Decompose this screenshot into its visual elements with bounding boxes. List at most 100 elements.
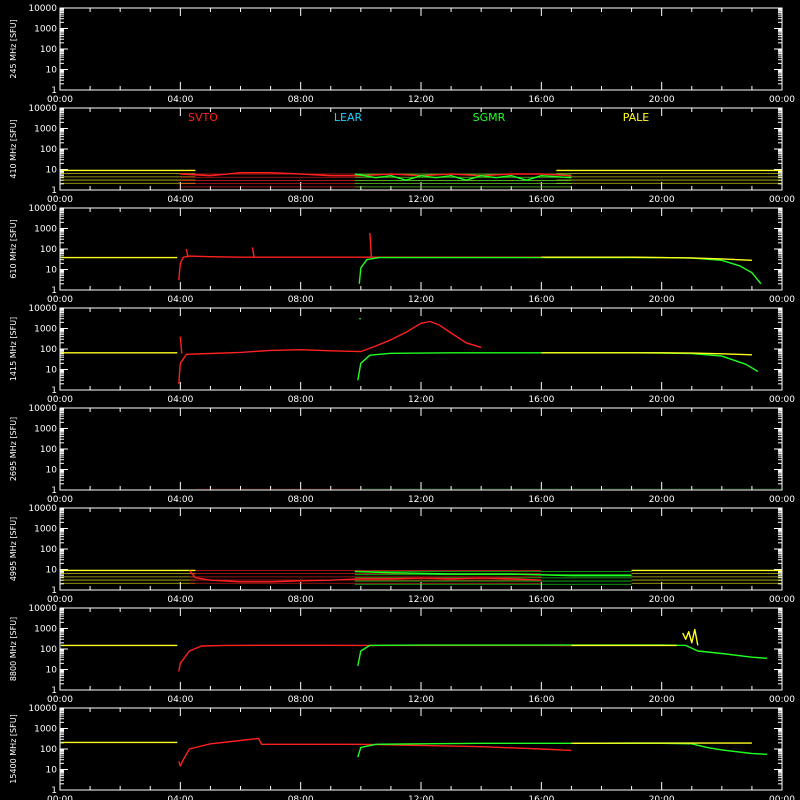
legend-entry-lear: LEAR — [334, 111, 363, 124]
legend-entry-pale: PALE — [623, 111, 650, 124]
x-tick-label: 04:00 — [167, 195, 193, 205]
panel-data — [61, 569, 781, 585]
x-tick-label: 04:00 — [167, 695, 193, 705]
series-line-svto — [178, 255, 572, 281]
x-tick-label: 04:00 — [167, 395, 193, 405]
panel-frame — [59, 607, 783, 691]
panel-7: 10000 1000 100 10 1 15400 MHz [SFU] 00:00 04:00… — [9, 704, 795, 800]
x-tick-label: 12:00 — [408, 695, 434, 705]
series-line-svto — [369, 232, 373, 258]
y-tick-label: 1000 — [34, 625, 57, 635]
x-tick-label: 00:00 — [769, 695, 795, 705]
y-tick-label: 100 — [40, 745, 57, 755]
y-tick-label: 10 — [46, 366, 58, 376]
x-tick-label: 16:00 — [528, 495, 554, 505]
y-tick-label: 1000 — [34, 325, 57, 335]
series-line-svto — [185, 248, 189, 258]
x-tick-label: 00:00 — [769, 595, 795, 605]
x-tick-label: 16:00 — [528, 795, 554, 800]
y-axis-label: 4995 MHz [SFU] — [9, 517, 18, 581]
series-line-pale — [682, 628, 699, 646]
series-line-svto — [188, 569, 542, 583]
y-tick-label: 10000 — [28, 104, 57, 114]
panel-frame — [59, 307, 783, 391]
x-tick-label: 20:00 — [649, 495, 675, 505]
x-tick-label: 20:00 — [649, 695, 675, 705]
x-tick-label: 00:00 — [47, 795, 73, 800]
panel-frame — [59, 7, 783, 91]
panel-data — [61, 232, 762, 285]
y-axis-label: 610 MHz [SFU] — [9, 219, 18, 278]
x-tick-label: 08:00 — [288, 395, 314, 405]
x-tick-label: 08:00 — [288, 95, 314, 105]
x-tick-label: 08:00 — [288, 595, 314, 605]
x-tick-label: 16:00 — [528, 595, 554, 605]
x-tick-label: 12:00 — [408, 295, 434, 305]
x-tick-label: 08:00 — [288, 195, 314, 205]
y-tick-label: 1 — [51, 786, 57, 796]
y-tick-label: 1 — [51, 286, 57, 296]
y-tick-label: 1000 — [34, 525, 57, 535]
x-tick-label: 12:00 — [408, 395, 434, 405]
x-tick-label: 00:00 — [769, 95, 795, 105]
panel-2: 10000 1000 100 10 1 610 MHz [SFU] 00:00 04:00 08… — [9, 204, 795, 305]
y-tick-label: 100 — [40, 245, 57, 255]
panel-frame — [59, 207, 783, 291]
series-line-pale — [541, 352, 752, 356]
series-line-svto — [178, 320, 482, 384]
x-tick-label: 00:00 — [47, 95, 73, 105]
y-tick-label: 10 — [46, 166, 58, 176]
x-tick-label: 12:00 — [408, 195, 434, 205]
series-line-sgmr — [357, 644, 768, 667]
x-tick-label: 00:00 — [47, 395, 73, 405]
y-tick-label: 1 — [51, 86, 57, 96]
series-line-sgmr — [354, 570, 632, 577]
series-line-svto — [178, 737, 572, 767]
y-axis-label: 245 MHz [SFU] — [9, 19, 18, 78]
x-tick-label: 12:00 — [408, 95, 434, 105]
x-tick-label: 12:00 — [408, 595, 434, 605]
x-tick-label: 20:00 — [649, 595, 675, 605]
x-tick-label: 00:00 — [769, 495, 795, 505]
y-axis-label: 8800 MHz [SFU] — [9, 617, 18, 681]
x-tick-label: 00:00 — [47, 295, 73, 305]
y-tick-label: 10000 — [28, 704, 57, 714]
legend-entry-sgmr: SGMR — [473, 111, 506, 124]
y-tick-label: 10 — [46, 566, 58, 576]
y-tick-label: 100 — [40, 545, 57, 555]
y-tick-label: 1 — [51, 586, 57, 596]
panel-3: 10000 1000 100 10 1 1415 MHz [SFU] 00:00 04:00 0… — [9, 304, 795, 405]
y-tick-label: 1000 — [34, 725, 57, 735]
series-line-sgmr — [354, 173, 572, 181]
series-line-svto — [251, 247, 255, 258]
panel-1: 10000 1000 100 10 1 410 MHz [SFU] 00:00 04:00 08… — [9, 104, 795, 205]
series-line-sgmr — [357, 352, 759, 381]
x-tick-label: 16:00 — [528, 195, 554, 205]
panel-6: 10000 1000 100 10 1 8800 MHz [SFU] 00:00 04:00 0… — [9, 604, 795, 705]
x-tick-label: 00:00 — [47, 695, 73, 705]
panel-0: 10000 1000 100 10 1 245 MHz [SFU] 00:00 04:00 08… — [9, 4, 795, 105]
x-tick-label: 08:00 — [288, 295, 314, 305]
x-tick-label: 16:00 — [528, 395, 554, 405]
x-tick-label: 00:00 — [769, 295, 795, 305]
x-tick-label: 00:00 — [47, 595, 73, 605]
y-tick-label: 10000 — [28, 304, 57, 314]
x-tick-label: 20:00 — [649, 795, 675, 800]
x-tick-label: 20:00 — [649, 295, 675, 305]
x-tick-label: 00:00 — [47, 495, 73, 505]
y-tick-label: 1000 — [34, 125, 57, 135]
x-tick-label: 04:00 — [167, 595, 193, 605]
series-line-svto — [179, 336, 183, 354]
panel-frame — [59, 407, 783, 491]
y-tick-label: 10000 — [28, 404, 57, 414]
y-tick-label: 10 — [46, 66, 58, 76]
panel-data — [61, 628, 768, 672]
y-tick-label: 1 — [51, 486, 57, 496]
series-line-pale — [541, 256, 752, 261]
x-tick-label: 00:00 — [769, 195, 795, 205]
y-tick-label: 100 — [40, 445, 57, 455]
x-tick-label: 04:00 — [167, 95, 193, 105]
panel-data — [61, 737, 768, 767]
panel-4: 10000 1000 100 10 1 2695 MHz [SFU] 00:00 04:00 0… — [9, 404, 795, 505]
